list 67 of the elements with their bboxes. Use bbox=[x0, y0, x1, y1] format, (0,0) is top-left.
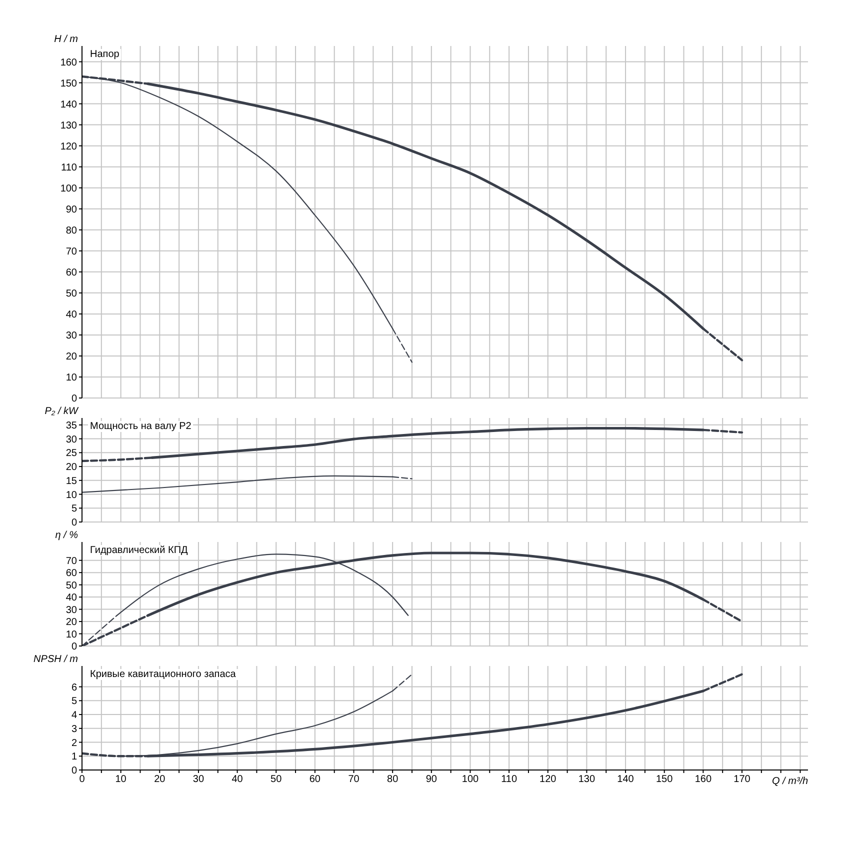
x-tick-label: 110 bbox=[501, 774, 518, 786]
x-tick-label: 170 bbox=[734, 774, 751, 786]
y-tick-label: 30 bbox=[66, 434, 78, 446]
y-tick-label: 30 bbox=[66, 330, 78, 342]
y-tick-label: 50 bbox=[66, 288, 78, 300]
y-tick-label: 35 bbox=[66, 420, 78, 432]
y-tick-label: 40 bbox=[66, 592, 78, 604]
y-axis-title: η / % bbox=[54, 530, 78, 541]
x-tick-label: 90 bbox=[426, 774, 438, 786]
x-tick-label: 20 bbox=[154, 774, 166, 786]
y-tick-label: 2 bbox=[71, 738, 78, 749]
y-tick-label: 20 bbox=[66, 617, 78, 628]
y-tick-label: 5 bbox=[71, 696, 78, 708]
y-tick-label: 150 bbox=[60, 78, 78, 90]
x-tick-label: 150 bbox=[656, 774, 674, 786]
y-tick-label: 40 bbox=[66, 309, 78, 320]
x-tick-label: 120 bbox=[540, 774, 557, 786]
x-tick-label: 50 bbox=[270, 774, 282, 786]
y-tick-label: 80 bbox=[66, 225, 78, 236]
x-tick-label: 0 bbox=[79, 774, 86, 786]
y-tick-label: 110 bbox=[61, 162, 78, 174]
y-tick-label: 90 bbox=[66, 204, 78, 216]
x-tick-label: 70 bbox=[348, 774, 360, 786]
y-tick-label: 60 bbox=[66, 267, 78, 278]
y-tick-label: 15 bbox=[66, 476, 78, 487]
x-tick-label: 130 bbox=[578, 774, 596, 786]
y-axis-title: H / m bbox=[53, 34, 78, 45]
y-tick-label: 120 bbox=[60, 141, 78, 152]
y-tick-label: 0 bbox=[71, 642, 78, 653]
chart-title: Кривые кавитационного запаса bbox=[88, 669, 238, 680]
x-tick-label: 100 bbox=[462, 774, 480, 786]
x-axis-title: Q / m³/h bbox=[772, 776, 808, 787]
y-tick-label: 130 bbox=[60, 120, 78, 132]
y-tick-label: 0 bbox=[71, 394, 78, 405]
y-tick-label: 25 bbox=[66, 448, 78, 460]
chart-title: Мощность на валу P2 bbox=[88, 421, 194, 432]
y-axis-title: NPSH / m bbox=[32, 654, 78, 665]
y-tick-label: 0 bbox=[71, 518, 78, 529]
y-tick-label: 10 bbox=[66, 629, 78, 640]
y-tick-label: 20 bbox=[66, 462, 78, 474]
y-tick-label: 100 bbox=[60, 183, 78, 194]
x-tick-label: 60 bbox=[309, 774, 321, 786]
y-tick-label: 10 bbox=[66, 372, 78, 384]
x-tick-label: 40 bbox=[232, 774, 244, 786]
chart-title: Напор bbox=[88, 49, 122, 60]
x-tick-label: 30 bbox=[192, 774, 204, 786]
x-tick-label: 160 bbox=[694, 774, 712, 786]
x-tick-label: 140 bbox=[617, 774, 634, 786]
y-tick-label: 6 bbox=[71, 682, 78, 694]
y-tick-label: 60 bbox=[66, 568, 78, 580]
y-axis-title: P₂ / kW bbox=[44, 406, 78, 417]
y-tick-label: 50 bbox=[66, 580, 78, 592]
y-tick-label: 20 bbox=[66, 352, 78, 363]
y-tick-label: 10 bbox=[66, 490, 78, 501]
x-tick-label: 80 bbox=[387, 774, 399, 786]
y-tick-label: 160 bbox=[60, 57, 78, 68]
y-tick-label: 30 bbox=[66, 604, 78, 616]
y-tick-label: 140 bbox=[60, 99, 78, 110]
y-tick-label: 70 bbox=[66, 246, 78, 258]
y-tick-label: 5 bbox=[71, 504, 78, 515]
chart-title: Гидравлический КПД bbox=[88, 545, 190, 556]
y-tick-label: 0 bbox=[71, 766, 78, 777]
y-tick-label: 1 bbox=[71, 752, 78, 763]
y-tick-label: 70 bbox=[66, 556, 78, 567]
y-tick-label: 4 bbox=[71, 710, 78, 722]
x-tick-label: 10 bbox=[115, 774, 127, 786]
y-tick-label: 3 bbox=[71, 724, 78, 735]
